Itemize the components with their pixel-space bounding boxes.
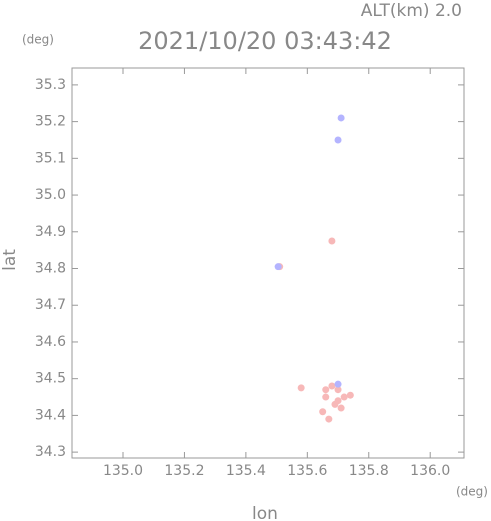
echo-point <box>322 386 330 394</box>
echo-point <box>337 114 345 122</box>
x-unit: (deg) <box>456 485 488 499</box>
echo-point <box>334 136 342 144</box>
y-tick-label: 34.6 <box>35 334 66 350</box>
y-tick-label: 34.9 <box>35 224 66 240</box>
y-tick-label: 34.5 <box>35 371 66 387</box>
echo-point <box>297 384 305 392</box>
plot-frame <box>71 67 465 459</box>
y-tick-label: 35.1 <box>35 150 66 166</box>
y-tick-label: 34.4 <box>35 407 66 423</box>
echo-point <box>346 391 354 399</box>
y-tick-label: 34.3 <box>35 444 66 460</box>
x-tick-label: 135.0 <box>103 463 143 479</box>
echo-point <box>334 386 342 394</box>
echo-point <box>325 415 333 423</box>
y-tick-label: 35.0 <box>35 187 66 203</box>
x-axis-label: lon <box>252 504 278 521</box>
altitude-label: ALT(km) 2.0 <box>361 1 462 21</box>
y-tick-label: 34.8 <box>35 261 66 277</box>
echo-point <box>334 397 342 405</box>
x-tick-label: 135.4 <box>226 463 266 479</box>
echo-point <box>274 263 282 271</box>
y-tick-label: 35.3 <box>35 77 66 93</box>
y-unit: (deg) <box>22 33 54 47</box>
y-tick-label: 34.7 <box>35 297 66 313</box>
y-tick-label: 35.2 <box>35 114 66 130</box>
echo-point <box>328 237 336 245</box>
x-tick-label: 135.6 <box>287 463 327 479</box>
chart-title: 2021/10/20 03:43:42 <box>138 27 392 55</box>
x-tick-label: 135.2 <box>164 463 204 479</box>
echo-point <box>334 380 342 388</box>
echo-point <box>340 393 348 401</box>
echo-point <box>322 393 330 401</box>
echo-point <box>319 408 327 416</box>
x-tick-label: 136.0 <box>410 463 450 479</box>
y-axis-label: lat <box>0 249 20 271</box>
echo-point <box>337 404 345 412</box>
echo-point <box>328 382 336 390</box>
x-tick-label: 135.8 <box>349 463 389 479</box>
